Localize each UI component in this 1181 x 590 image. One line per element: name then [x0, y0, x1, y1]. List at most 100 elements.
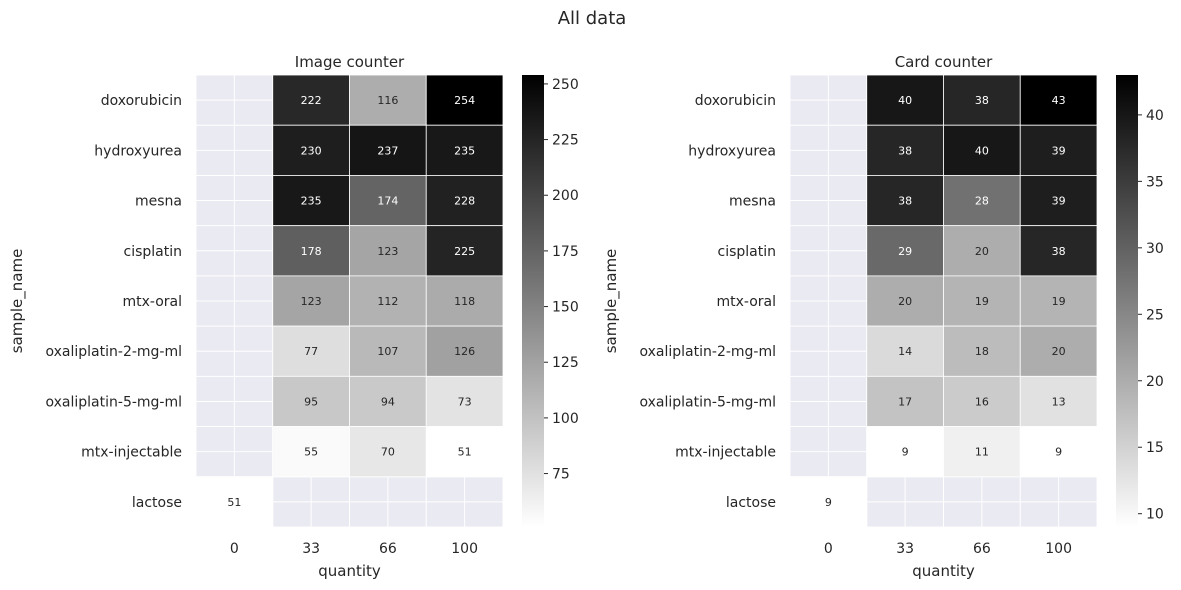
heatmap-cell — [1019, 175, 1098, 227]
cell-value-label: 20 — [1052, 345, 1066, 358]
cell-value-label: 38 — [1052, 245, 1066, 258]
colorbar-tick-label: 10 — [1146, 507, 1164, 523]
heatmap-cell — [272, 325, 350, 377]
cell-value-label: 9 — [825, 496, 832, 509]
x-tick-label: 33 — [302, 541, 320, 557]
heatmap-cell — [349, 225, 427, 277]
cell-value-label: 95 — [304, 395, 318, 408]
heatmap-cell — [866, 275, 944, 327]
colorbar-tick-label: 125 — [552, 355, 579, 371]
heatmap-panel-card-counter: 40 38 43 38 40 39 38 28 39 29 20 38 20 19 19 14 18 20 17 16… — [602, 53, 1164, 580]
heatmap-cell — [943, 275, 1021, 327]
colorbar-tick-label: 200 — [552, 188, 579, 204]
heatmap-cell — [943, 175, 1021, 227]
y-tick-label: hydroxyurea — [688, 143, 776, 159]
colorbar-tick-label: 25 — [1146, 307, 1164, 323]
y-tick-label: mtx-injectable — [675, 445, 776, 461]
colorbar-tick-label: 20 — [1146, 374, 1164, 390]
cell-value-label: 20 — [975, 245, 989, 258]
cell-value-label: 20 — [898, 295, 912, 308]
cell-value-label: 51 — [227, 496, 241, 509]
y-tick-label: oxaliplatin-2-mg-ml — [640, 344, 777, 360]
x-tick-label: 33 — [896, 541, 914, 557]
heatmap-cell — [425, 74, 504, 126]
figure-suptitle: All data — [558, 8, 627, 29]
cell-value-label: 28 — [975, 195, 989, 208]
cell-value-label: 13 — [1052, 395, 1066, 408]
cell-value-label: 9 — [902, 446, 909, 459]
x-tick-label: 0 — [230, 541, 239, 557]
y-tick-label: cisplatin — [718, 244, 777, 260]
cell-value-label: 17 — [898, 395, 912, 408]
cell-value-label: 123 — [377, 245, 398, 258]
cell-value-label: 235 — [301, 195, 322, 208]
heatmap-cell — [349, 375, 427, 427]
cell-value-label: 225 — [454, 245, 475, 258]
heatmap-cell — [272, 225, 350, 277]
y-tick-label: mesna — [135, 194, 182, 210]
x-tick-label: 0 — [824, 541, 833, 557]
panel-title-card-counter: Card counter — [895, 53, 993, 71]
cell-value-label: 118 — [454, 295, 475, 308]
colorbar-tick-label: 100 — [552, 411, 579, 427]
x-tick-label: 100 — [1045, 541, 1072, 557]
y-tick-label: hydroxyurea — [94, 143, 182, 159]
x-axis-label: quantity — [912, 562, 975, 580]
heatmap-cell — [1019, 426, 1098, 478]
cell-value-label: 235 — [454, 144, 475, 157]
cell-value-label: 40 — [975, 144, 989, 157]
panel-title-image-counter: Image counter — [295, 53, 405, 71]
heatmap-cell — [272, 426, 350, 478]
y-tick-label: mesna — [729, 194, 776, 210]
cell-value-label: 16 — [975, 395, 989, 408]
colorbar-tick-label: 175 — [552, 244, 579, 260]
colorbar-tick-label: 35 — [1146, 174, 1164, 190]
colorbar-tick-label: 30 — [1146, 241, 1164, 257]
cell-value-label: 38 — [898, 195, 912, 208]
colorbar-tick-label: 40 — [1146, 108, 1164, 124]
cell-value-label: 230 — [301, 144, 322, 157]
cell-value-label: 116 — [377, 94, 398, 107]
heatmap-cell — [195, 476, 274, 528]
cell-value-label: 14 — [898, 345, 912, 358]
cell-value-label: 40 — [898, 94, 912, 107]
cell-value-label: 39 — [1052, 144, 1066, 157]
heatmap-cell — [425, 426, 504, 478]
cell-value-label: 51 — [458, 446, 472, 459]
x-tick-label: 100 — [451, 541, 478, 557]
cell-value-label: 9 — [1055, 446, 1062, 459]
heatmap-cell — [1019, 275, 1098, 327]
cell-value-label: 228 — [454, 195, 475, 208]
heatmap-cell — [425, 175, 504, 227]
colorbar-tick-label: 150 — [552, 300, 579, 316]
heatmap-cell — [943, 74, 1021, 126]
y-tick-label: cisplatin — [124, 244, 183, 260]
heatmap-cell — [866, 74, 944, 126]
colorbar-tick-label: 15 — [1146, 440, 1164, 456]
cell-value-label: 29 — [898, 245, 912, 258]
heatmap-cell — [789, 476, 868, 528]
cell-value-label: 77 — [304, 345, 318, 358]
heatmap-cell — [943, 375, 1021, 427]
cell-value-label: 39 — [1052, 195, 1066, 208]
heatmap-cell — [1019, 74, 1098, 126]
heatmap-cell — [272, 375, 350, 427]
x-axis-label: quantity — [318, 562, 381, 580]
y-tick-label: lactose — [132, 495, 182, 511]
heatmap-cell — [425, 225, 504, 277]
colorbar — [1116, 75, 1138, 527]
heatmap-cell — [349, 426, 427, 478]
heatmap-cell — [272, 124, 350, 176]
cell-value-label: 178 — [301, 245, 322, 258]
heatmap-panel-image-counter: 222 116 254 230 237 235 235 174 228 178 123 225 123 1… — [8, 53, 579, 580]
y-axis-label: sample_name — [602, 249, 621, 354]
cell-value-label: 222 — [301, 94, 322, 107]
cell-value-label: 70 — [381, 446, 395, 459]
cell-value-label: 254 — [454, 94, 475, 107]
cell-value-label: 112 — [377, 295, 398, 308]
y-tick-label: mtx-oral — [716, 294, 776, 310]
heatmap-cell — [1019, 375, 1098, 427]
heatmap-cell — [425, 325, 504, 377]
heatmap-cell — [866, 225, 944, 277]
